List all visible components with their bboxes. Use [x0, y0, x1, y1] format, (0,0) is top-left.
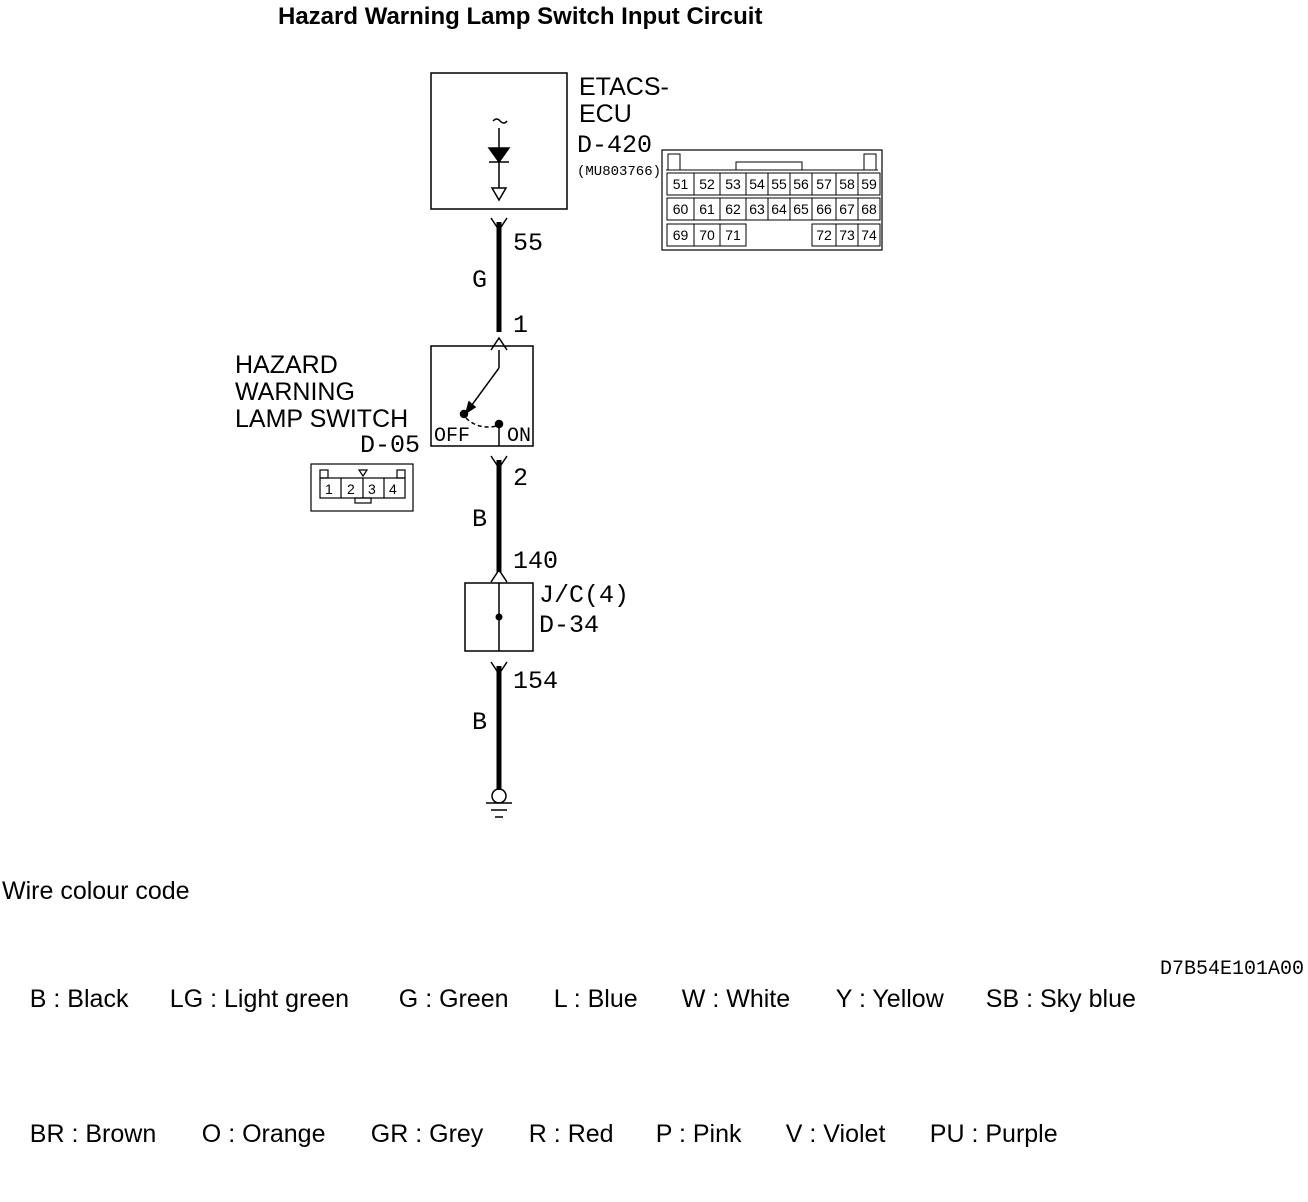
ecu-connector-pin-label: 54	[749, 176, 765, 192]
legend-row-2: BR : Brown O : Orange GR : Grey R : Red P : …	[2, 1094, 1136, 1175]
switch-conn-pin: 4	[389, 481, 397, 497]
ecu-box	[430, 72, 568, 210]
legend-item: W : White	[681, 985, 791, 1013]
ecu-name-line1: ETACS-	[579, 73, 669, 101]
jc-pin-140: 140	[513, 547, 558, 576]
wire-b-lower-color: B	[472, 708, 487, 737]
legend-item: L : Blue	[553, 985, 638, 1013]
ecu-connector-pin-label: 63	[749, 201, 765, 217]
ecu-part-number: (MU803766)	[577, 164, 661, 180]
jc-pin140-terminal	[490, 568, 508, 583]
wire-b-upper-color: B	[472, 505, 487, 534]
legend-item: R : Red	[528, 1120, 614, 1148]
legend-item: SB : Sky blue	[985, 985, 1136, 1013]
ecu-pin-terminal	[490, 217, 508, 232]
ecu-connector-pin-label: 64	[771, 201, 787, 217]
ecu-connector-pin-label: 57	[816, 176, 832, 192]
switch-conn-pin: 1	[325, 481, 333, 497]
ecu-connector-pin-label: 71	[725, 227, 741, 243]
ecu-connector-pin-label: 67	[839, 201, 855, 217]
legend-item: GR : Grey	[370, 1120, 484, 1148]
switch-pin-1: 1	[513, 311, 528, 340]
legend-item: V : Violet	[785, 1120, 886, 1148]
ecu-input-symbol	[487, 118, 511, 202]
jc-pin-154: 154	[513, 667, 558, 696]
ground-icon	[486, 788, 512, 818]
switch-on-label: ON	[507, 425, 531, 448]
ecu-connector-pin-label: 65	[793, 201, 809, 217]
legend-item: LG : Light green	[169, 985, 350, 1013]
switch-off-label: OFF	[434, 425, 470, 448]
ecu-connector-pin-label: 56	[793, 176, 809, 192]
switch-pin-2: 2	[513, 464, 528, 493]
ecu-name-line2: ECU	[579, 100, 632, 128]
legend-row-1: B : Black LG : Light green G : Green L : Bl…	[2, 959, 1136, 1040]
legend-item: G : Green	[398, 985, 509, 1013]
switch-name-line1: HAZARD	[235, 351, 338, 379]
junction-node	[495, 613, 503, 621]
ecu-connector-pin-label: 62	[725, 201, 741, 217]
ecu-connector-pin-label: 51	[673, 176, 689, 192]
ecu-connector-pin-label: 73	[839, 227, 855, 243]
switch-box	[430, 345, 534, 447]
ecu-connector-pin-label: 70	[699, 227, 715, 243]
circuit-diagram: Hazard Warning Lamp Switch Input Circuit…	[235, 3, 883, 818]
junction-name: J/C(4)	[539, 581, 629, 610]
legend-item: O : Orange	[201, 1120, 326, 1148]
wire-colour-legend: Wire colour code B : Black LG : Light gre…	[2, 824, 1136, 1202]
junction-connector-id: D-34	[539, 611, 599, 640]
legend-item: Y : Yellow	[835, 985, 944, 1013]
switch-name-line2: WARNING	[235, 378, 355, 406]
switch-connector-id: D-05	[360, 431, 420, 460]
switch-conn-pin: 2	[347, 481, 355, 497]
diagram-title: Hazard Warning Lamp Switch Input Circuit	[278, 3, 762, 30]
ecu-connector-pin-label: 61	[699, 201, 715, 217]
switch-connector-face	[310, 463, 414, 512]
ecu-connector-pin-label: 69	[673, 227, 689, 243]
diagram-code: D7B54E101A00	[1159, 958, 1304, 981]
legend-heading: Wire colour code	[2, 877, 190, 905]
ecu-connector-face: 51 52 53 54 55 56 57 58 59 60 61 62 63 64 65 66 67 68 69 70…	[661, 149, 883, 251]
legend-item: P : Pink	[655, 1120, 742, 1148]
switch-name-line3: LAMP SWITCH	[235, 405, 408, 433]
ecu-pin-55: 55	[513, 229, 543, 258]
ecu-connector-pin-label: 68	[861, 201, 877, 217]
ecu-connector-id: D-420	[577, 131, 652, 160]
legend-item: B : Black	[29, 985, 129, 1013]
switch-pin1-terminal	[490, 336, 508, 351]
switch-conn-pin: 3	[368, 481, 376, 497]
ecu-connector-pin-label: 59	[861, 176, 877, 192]
switch-contact-symbol	[459, 350, 504, 446]
ecu-connector-pin-label: 72	[816, 227, 832, 243]
ecu-connector-pin-label: 55	[771, 176, 787, 192]
ecu-connector-cell	[857, 223, 881, 247]
ecu-connector-pin-label: 52	[699, 176, 715, 192]
ecu-connector-pin-label: 58	[839, 176, 855, 192]
wire-g-color: G	[472, 266, 487, 295]
ecu-connector-cell	[719, 223, 747, 247]
ecu-connector-pin-label: 66	[816, 201, 832, 217]
ecu-connector-pin-label: 60	[673, 201, 689, 217]
legend-item: PU : Purple	[929, 1120, 1058, 1148]
ecu-connector-pin-label: 53	[725, 176, 741, 192]
ecu-connector-pin-label: 74	[861, 227, 877, 243]
ecu-connector-cell	[857, 197, 881, 221]
legend-item: BR : Brown	[29, 1120, 157, 1148]
ecu-connector-cell	[857, 172, 881, 196]
